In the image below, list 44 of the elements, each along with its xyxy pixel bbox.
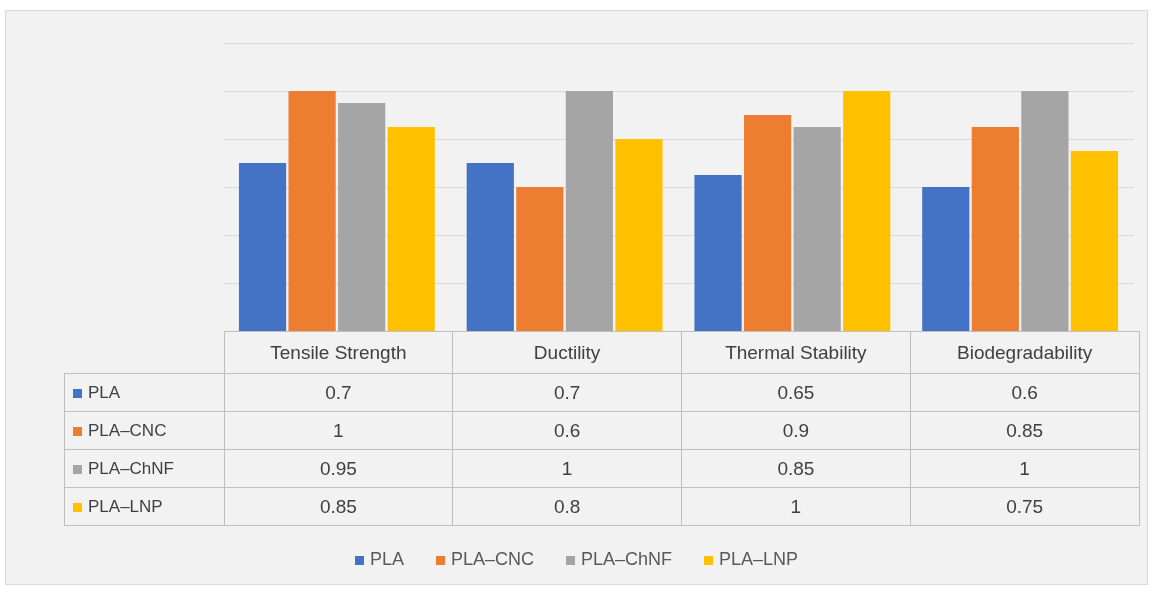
data-label: 0.85 (681, 449, 911, 488)
data-label: 1 (681, 487, 911, 526)
text: PLA–CNC (450, 549, 534, 569)
bar (694, 175, 742, 331)
data-label: 1 (224, 411, 453, 450)
legend-label: PLA (64, 373, 224, 412)
bar (565, 91, 613, 331)
bar (466, 163, 514, 331)
bar (922, 187, 970, 331)
data-label: 0.85 (224, 487, 453, 526)
text: PLA (369, 549, 404, 569)
data-label: 0.9 (681, 411, 911, 450)
x-tick-label: Thermal Stability (681, 331, 911, 374)
text: PLA–ChNF (580, 549, 673, 569)
data-label: 0.65 (681, 373, 911, 412)
x-tick-label: Tensile Strength (224, 331, 453, 374)
data-label: 0.7 (452, 373, 682, 412)
legend-label: PLA–LNP (718, 549, 799, 569)
text: PLA–LNP (88, 496, 163, 516)
data-label: 0.6 (910, 373, 1139, 412)
data-label: 0.7 (224, 373, 453, 412)
bar (338, 103, 386, 331)
bar (516, 187, 564, 331)
data-label: 1 (452, 449, 682, 488)
data-label: 0.8 (452, 487, 682, 526)
bar (744, 115, 792, 331)
data-label: 0.95 (224, 449, 453, 488)
data-label: 1 (910, 449, 1139, 488)
bar (1021, 91, 1069, 331)
x-tick-label: Ductility (452, 331, 682, 374)
legend-label: PLA–ChNF (64, 449, 224, 488)
data-label: 0.85 (910, 411, 1139, 450)
bar (1070, 151, 1119, 331)
legend-label: PLA–CNC (64, 411, 224, 450)
bar (288, 91, 336, 331)
bar (971, 127, 1019, 331)
bar (615, 139, 663, 331)
bar (387, 127, 435, 331)
x-tick-label: Biodegradability (910, 331, 1139, 374)
bar (793, 127, 841, 331)
data-label: 0.6 (452, 411, 682, 450)
bar (843, 91, 891, 331)
bar (238, 163, 287, 331)
data-label: 0.75 (910, 487, 1139, 526)
